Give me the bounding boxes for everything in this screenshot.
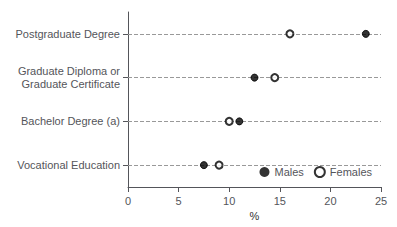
svg-text:5: 5 — [176, 195, 182, 207]
svg-text:Bachelor Degree (a): Bachelor Degree (a) — [21, 115, 120, 127]
svg-text:20: 20 — [324, 195, 336, 207]
svg-text:0: 0 — [125, 195, 131, 207]
svg-text:Graduate Diploma or: Graduate Diploma or — [18, 65, 120, 77]
svg-text:Graduate Certificate: Graduate Certificate — [22, 78, 120, 90]
svg-text:10: 10 — [223, 195, 235, 207]
svg-text:%: % — [250, 210, 260, 222]
svg-text:Postgraduate Degree: Postgraduate Degree — [15, 28, 120, 40]
svg-text:25: 25 — [375, 195, 387, 207]
svg-text:Females: Females — [330, 166, 373, 178]
svg-text:15: 15 — [274, 195, 286, 207]
svg-text:Vocational Education: Vocational Education — [17, 159, 120, 171]
svg-text:Males: Males — [274, 166, 304, 178]
